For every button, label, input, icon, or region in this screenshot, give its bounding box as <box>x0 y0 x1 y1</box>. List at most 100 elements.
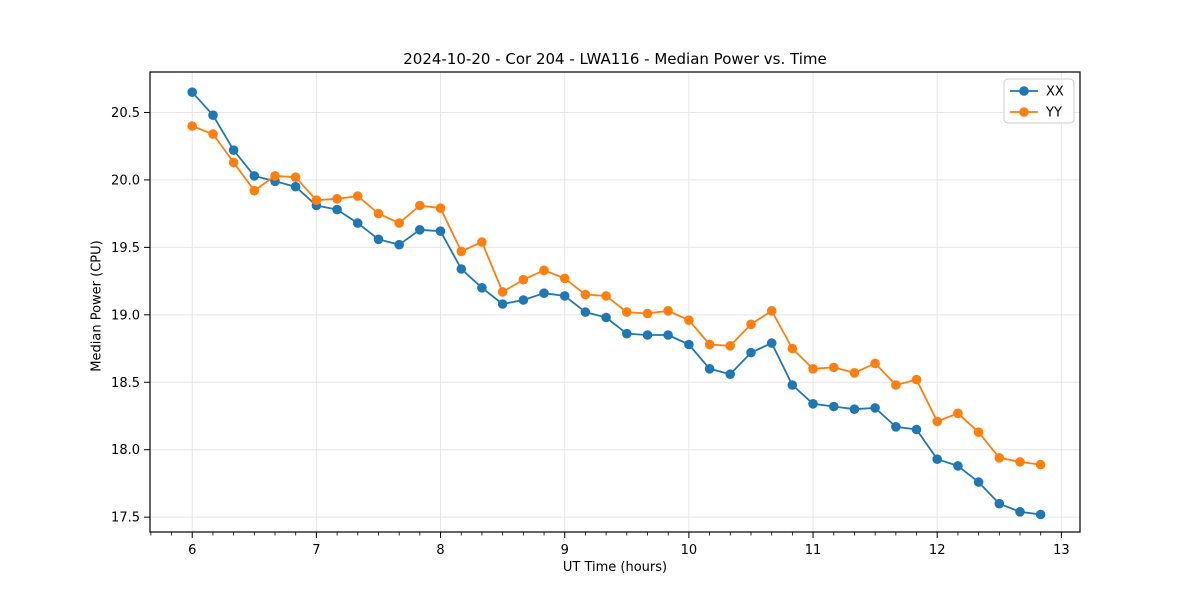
legend-swatch-marker-xx <box>1019 86 1029 96</box>
legend-swatch-marker-yy <box>1019 107 1029 117</box>
series-xx-marker <box>870 403 880 413</box>
series-yy-marker <box>663 306 673 316</box>
x-tick-label: 12 <box>929 543 946 558</box>
series-yy-marker <box>290 172 301 182</box>
series-xx-marker <box>249 171 260 181</box>
series-yy-marker <box>704 339 715 350</box>
x-tick-label: 8 <box>436 543 444 558</box>
series-xx-marker <box>622 328 632 339</box>
series-xx-marker <box>332 204 342 215</box>
y-tick-label: 18.5 <box>111 376 140 391</box>
y-tick-label: 17.5 <box>111 511 140 526</box>
x-tick-label: 7 <box>312 543 320 558</box>
series-yy-marker <box>539 265 549 276</box>
y-tick-label: 18.0 <box>111 443 140 458</box>
series-xx-marker <box>497 299 508 309</box>
series-xx-marker <box>766 338 777 348</box>
series-xx-marker <box>725 369 735 380</box>
series-xx-marker <box>932 454 942 465</box>
series-xx-marker <box>373 234 384 245</box>
series-yy-marker <box>642 308 653 319</box>
series-yy-marker <box>435 203 446 213</box>
series-yy-marker <box>973 427 984 438</box>
series-yy-marker <box>208 129 218 139</box>
series-xx-marker <box>601 312 611 323</box>
series-yy-marker <box>725 341 735 351</box>
series-xx-marker <box>435 226 446 236</box>
series-yy-marker <box>601 291 611 301</box>
series-yy-marker <box>932 416 942 427</box>
x-tick-label: 10 <box>681 543 698 558</box>
legend-label-xx: XX <box>1046 85 1064 100</box>
series-xx-marker <box>1015 507 1025 517</box>
series-yy-marker <box>766 306 777 316</box>
y-axis-label: Median Power (CPU) <box>89 240 105 372</box>
series-yy-marker <box>415 200 425 211</box>
legend-label-yy: YY <box>1045 106 1062 121</box>
series-yy-marker <box>849 368 860 378</box>
series-yy-marker <box>352 191 363 201</box>
series-yy-marker <box>311 195 322 205</box>
series-yy-marker <box>911 374 922 385</box>
series-xx-marker <box>559 291 570 301</box>
series-yy-marker <box>580 289 591 300</box>
series-yy-marker <box>746 319 756 330</box>
series-yy-marker <box>187 121 197 131</box>
series-xx-marker <box>228 145 239 155</box>
series-xx-marker <box>684 339 694 350</box>
series-xx-marker <box>518 295 529 305</box>
series-xx-marker <box>787 380 798 390</box>
series-xx-marker <box>187 87 197 97</box>
series-xx-marker <box>415 225 425 235</box>
x-tick-label: 11 <box>805 543 822 558</box>
series-yy-marker <box>787 343 798 354</box>
series-xx-marker <box>829 401 839 412</box>
x-tick-label: 13 <box>1053 543 1070 558</box>
series-yy-marker <box>456 246 467 257</box>
series-xx-marker <box>394 239 405 250</box>
series-yy-marker <box>497 287 508 297</box>
series-xx-marker <box>208 110 218 120</box>
series-xx-marker <box>808 399 818 409</box>
series-yy-marker <box>228 157 239 168</box>
x-axis-label: UT Time (hours) <box>562 560 668 575</box>
series-xx-marker <box>1035 509 1046 520</box>
y-tick-label: 19.0 <box>111 308 140 323</box>
series-xx-marker <box>580 307 591 317</box>
y-tick-label: 20.5 <box>111 106 140 121</box>
series-xx-marker <box>704 364 715 374</box>
y-tick-label: 20.0 <box>111 173 140 188</box>
series-yy-marker <box>829 362 839 373</box>
series-yy-marker <box>559 273 570 284</box>
series-xx-marker <box>973 477 984 487</box>
series-yy-line <box>191 125 1041 466</box>
series-yy-marker <box>684 315 694 326</box>
series-xx-marker <box>849 404 860 415</box>
series-yy-marker <box>477 237 487 247</box>
series-xx-marker <box>953 461 963 471</box>
chart-title: 2024-10-20 - Cor 204 - LWA116 - Median P… <box>403 50 827 68</box>
series-yy-marker <box>270 171 280 181</box>
series-xx-marker <box>477 283 487 293</box>
x-tick-label: 6 <box>188 543 196 558</box>
plot-frame <box>149 71 1081 533</box>
x-tick-label: 9 <box>561 543 569 558</box>
series-xx-marker <box>911 424 922 435</box>
series-xx-marker <box>456 264 467 274</box>
series-yy-marker <box>1015 457 1025 467</box>
series-yy-marker <box>953 408 963 419</box>
series-xx-marker <box>746 347 756 358</box>
series-xx-marker <box>290 181 301 192</box>
series-xx-marker <box>994 498 1005 509</box>
series-yy-marker <box>249 185 260 196</box>
y-tick-label: 19.5 <box>111 241 140 256</box>
series-yy-marker <box>373 208 384 219</box>
series-xx-marker <box>891 422 901 432</box>
series-xx-marker <box>352 218 363 228</box>
series-yy-marker <box>1035 459 1046 470</box>
series-xx-marker <box>539 288 549 299</box>
series-yy-marker <box>808 364 818 374</box>
series-yy-marker <box>518 274 529 285</box>
